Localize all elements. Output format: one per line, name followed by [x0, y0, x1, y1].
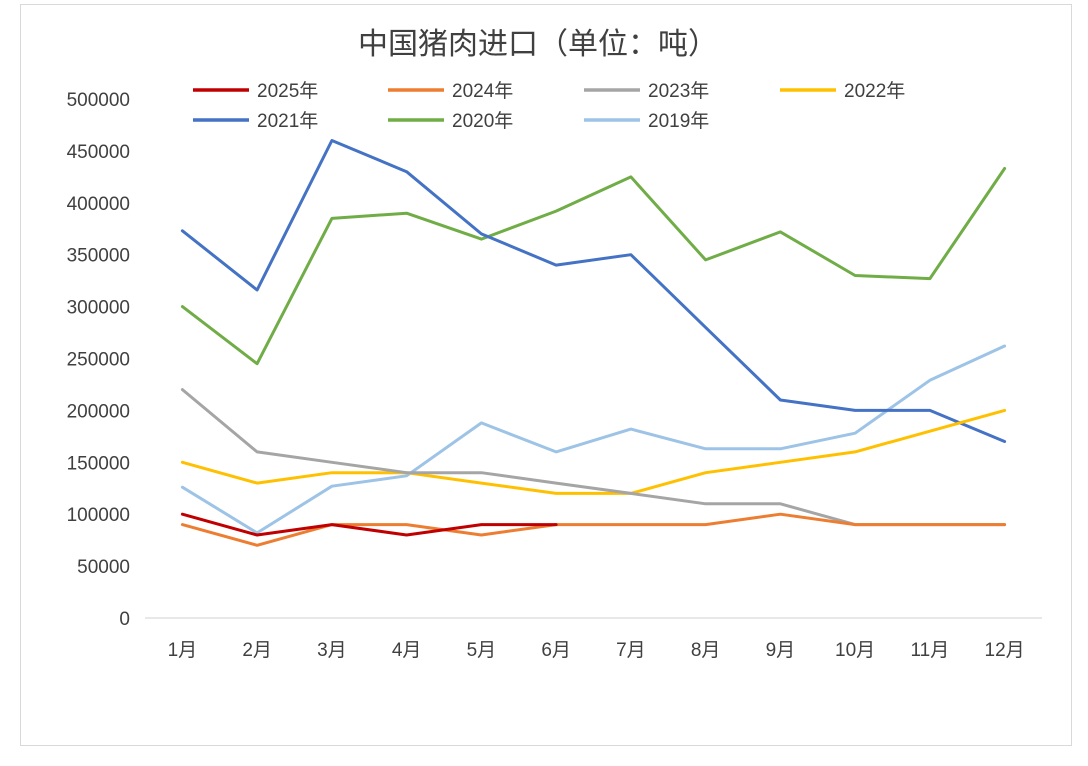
- y-tick-label: 400000: [67, 194, 130, 215]
- legend-label: 2025年: [257, 80, 318, 102]
- chart-title: 中国猪肉进口（单位：吨）: [358, 27, 718, 62]
- series-line: [180, 408, 1007, 495]
- y-tick-label: 100000: [67, 505, 130, 526]
- x-tick-label: 5月: [467, 640, 497, 661]
- y-tick-label: 450000: [67, 142, 130, 163]
- y-tick-label: 250000: [67, 350, 130, 371]
- chart-frame: [20, 4, 1072, 746]
- series-line: [180, 139, 1007, 443]
- y-tick-label: 300000: [67, 298, 130, 319]
- series-line: [180, 344, 1007, 535]
- series-line: [180, 512, 1007, 547]
- y-tick-label: 150000: [67, 453, 130, 474]
- y-tick-label: 0: [119, 609, 130, 630]
- y-tick-label: 350000: [67, 246, 130, 267]
- x-tick-label: 4月: [392, 640, 422, 661]
- legend-item: 2019年: [584, 110, 709, 132]
- legend-label: 2021年: [257, 110, 318, 132]
- x-tick-label: 12月: [985, 640, 1025, 661]
- x-axis: 1月 2月 3月 4月 5月 6月 7月 8月 9月 10月 11月 12月: [145, 617, 1042, 661]
- legend: 2025年 2024年 2023年 2022年 2021年 2020年 2019年: [193, 80, 905, 132]
- legend-label: 2022年: [844, 80, 905, 102]
- x-tick-label: 2月: [242, 640, 272, 661]
- legend-item: 2021年: [193, 110, 318, 132]
- x-tick-label: 9月: [766, 640, 796, 661]
- legend-item: 2020年: [388, 110, 513, 132]
- legend-label: 2020年: [452, 110, 513, 132]
- legend-label: 2019年: [648, 110, 709, 132]
- legend-item: 2024年: [388, 80, 513, 102]
- y-tick-label: 50000: [77, 557, 130, 578]
- legend-label: 2024年: [452, 80, 513, 102]
- y-axis: 0 50000 100000 150000 200000 250000 300000 3500…: [67, 90, 130, 630]
- x-tick-label: 8月: [691, 640, 721, 661]
- y-tick-label: 500000: [67, 90, 130, 111]
- x-tick-label: 6月: [541, 640, 571, 661]
- legend-item: 2023年: [584, 80, 709, 102]
- legend-item: 2022年: [780, 80, 905, 102]
- x-tick-label: 10月: [835, 640, 875, 661]
- legend-item: 2025年: [193, 80, 318, 102]
- series-group: [180, 139, 1007, 547]
- x-tick-label: 11月: [911, 640, 950, 661]
- y-tick-label: 200000: [67, 401, 130, 422]
- legend-label: 2023年: [648, 80, 709, 102]
- series-line: [180, 512, 558, 537]
- x-tick-label: 7月: [616, 640, 646, 661]
- x-tick-label: 1月: [168, 640, 198, 661]
- x-tick-label: 3月: [317, 640, 347, 661]
- series-line: [180, 167, 1007, 366]
